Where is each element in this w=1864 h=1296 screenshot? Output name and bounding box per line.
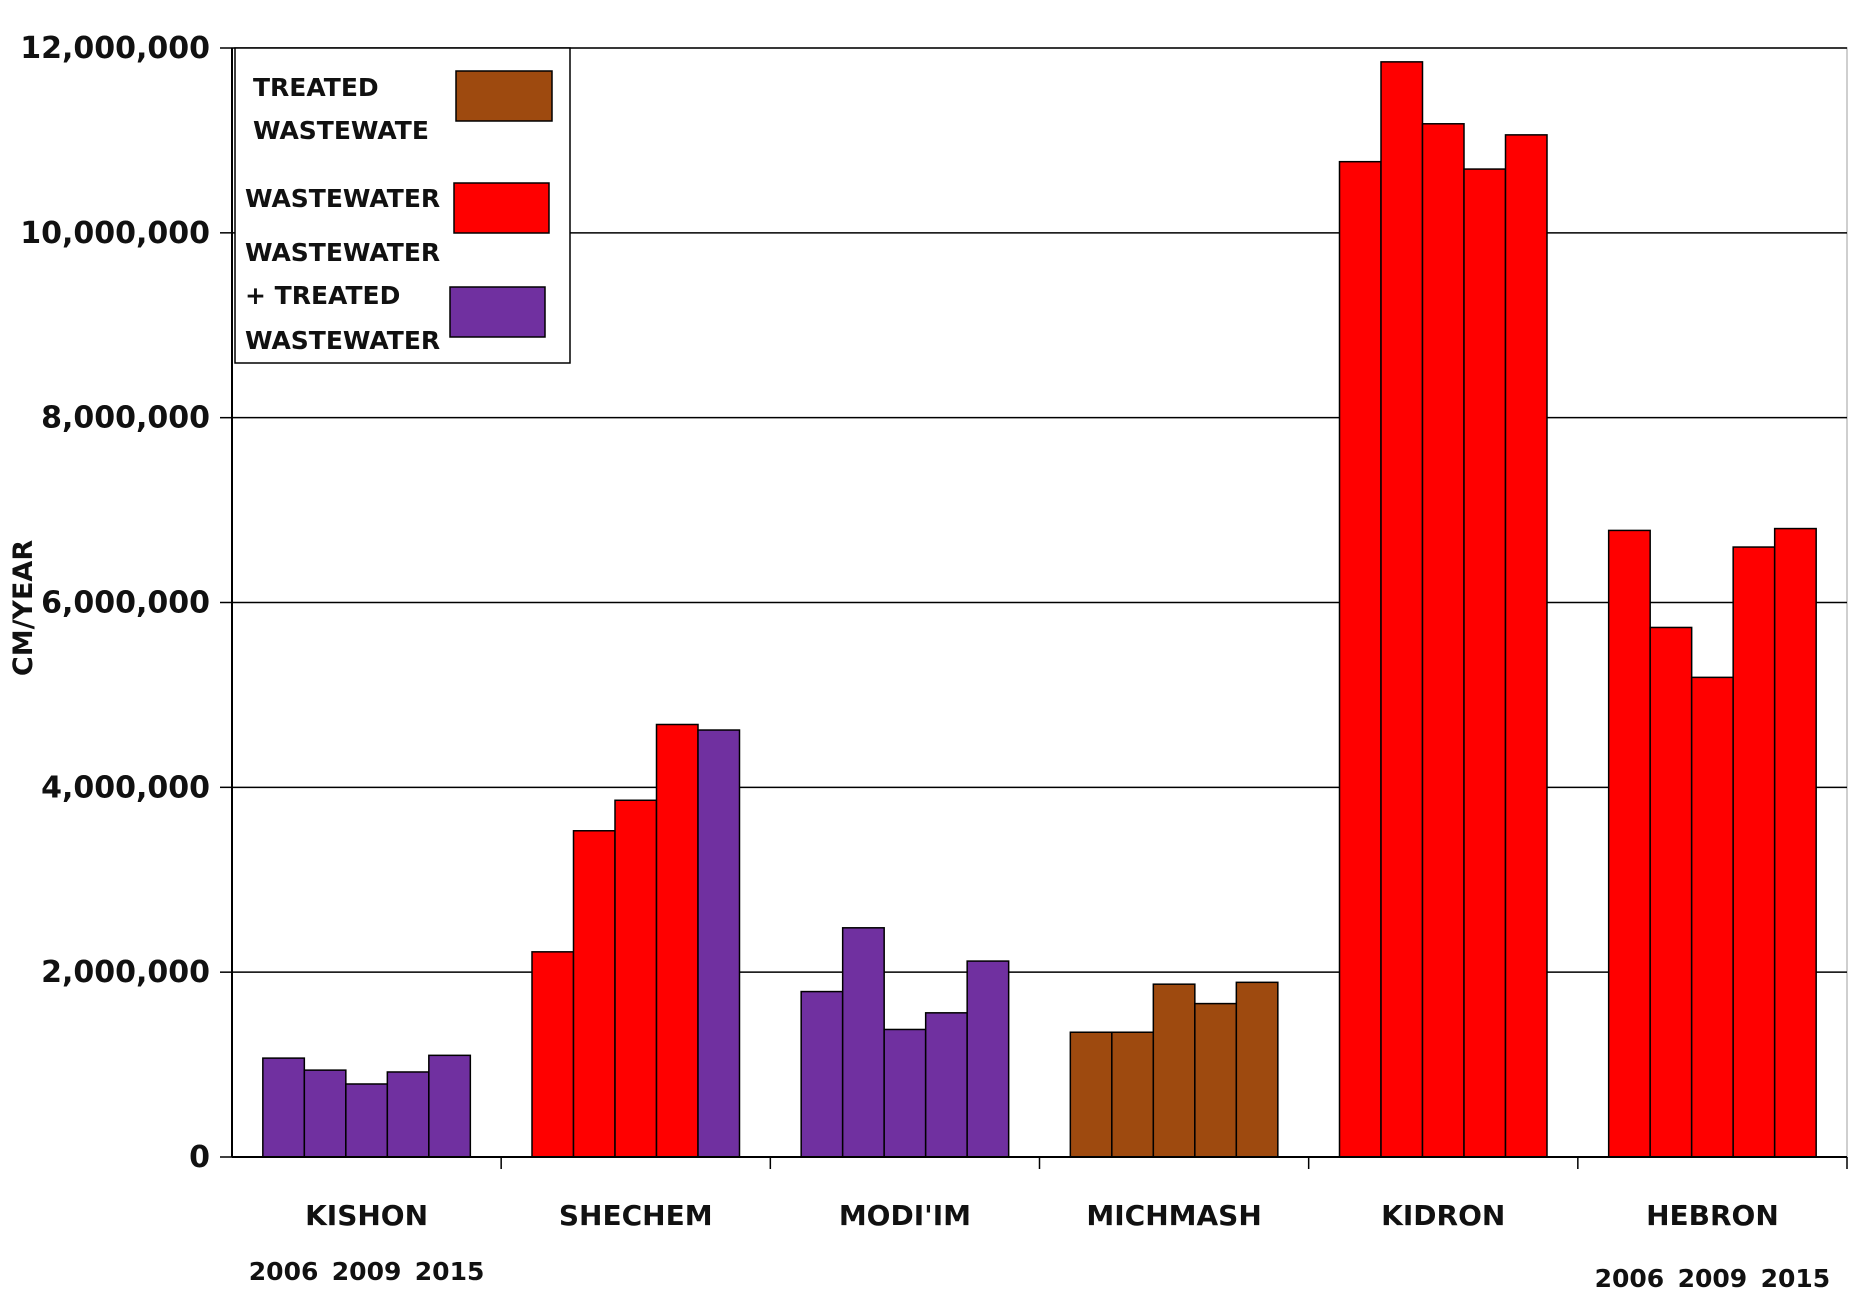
bar-kidron-3 <box>1421 123 1465 1158</box>
bar-kishon-2 <box>303 1069 347 1158</box>
legend-label: WASTEWATER <box>245 326 440 355</box>
category-label: KIDRON <box>1381 1199 1505 1232</box>
bar-kishon-5 <box>428 1054 472 1158</box>
bar-kishon-4 <box>386 1071 430 1158</box>
legend-swatch-wastewater <box>453 182 550 234</box>
bar-hebron-2 <box>1649 626 1693 1158</box>
category-label: SHECHEM <box>559 1199 713 1232</box>
bar-modiim-2 <box>841 927 885 1158</box>
bar-michmash-2 <box>1111 1031 1155 1158</box>
y-tick-label: 8,000,000 <box>41 401 210 436</box>
category-label: HEBRON <box>1646 1199 1779 1232</box>
y-tick-label: 10,000,000 <box>20 216 210 251</box>
year-label: 2015 <box>415 1257 485 1286</box>
bar-shechem-1 <box>531 951 575 1158</box>
year-label: 2015 <box>1761 1264 1831 1293</box>
year-label: 2006 <box>1595 1264 1665 1293</box>
bar-kidron-2 <box>1380 61 1424 1158</box>
legend-label: WASTEWATER <box>245 184 440 213</box>
legend: TREATED WASTEWATE WASTEWATER WASTEWATER + TR… <box>234 47 571 364</box>
legend-swatch-mixed <box>449 286 546 338</box>
bar-hebron-3 <box>1690 676 1734 1158</box>
bars <box>262 61 1817 1158</box>
axis-labels: 0 2,000,000 4,000,000 6,000,000 8,000,000 10,… <box>20 31 1830 1293</box>
bar-michmash-4 <box>1194 1002 1238 1158</box>
year-label: 2009 <box>332 1257 402 1286</box>
legend-label: WASTEWATER <box>245 238 440 267</box>
bar-modiim-1 <box>800 990 844 1158</box>
bar-michmash-3 <box>1152 983 1196 1158</box>
y-tick-label: 6,000,000 <box>41 586 210 621</box>
bar-modiim-4 <box>924 1012 968 1158</box>
legend-label: TREATED <box>253 73 379 102</box>
bar-hebron-5 <box>1773 527 1817 1158</box>
y-axis-label: CM/YEAR <box>8 540 39 676</box>
category-label: MODI'IM <box>839 1199 971 1232</box>
bar-shechem-2 <box>572 830 616 1158</box>
y-tick-label: 2,000,000 <box>41 955 210 990</box>
year-label: 2006 <box>249 1257 319 1286</box>
legend-swatch-treated <box>455 70 553 122</box>
bar-kishon-3 <box>345 1083 389 1158</box>
legend-label: + TREATED <box>245 281 400 310</box>
bar-kidron-1 <box>1338 160 1382 1158</box>
bar-shechem-4 <box>655 723 699 1158</box>
bar-kishon-1 <box>262 1057 306 1158</box>
bar-kidron-5 <box>1504 134 1548 1158</box>
y-tick-label: 0 <box>189 1140 210 1175</box>
bar-modiim-3 <box>883 1028 927 1158</box>
bar-hebron-4 <box>1732 546 1776 1158</box>
category-label: KISHON <box>305 1199 428 1232</box>
bar-michmash-5 <box>1235 981 1279 1158</box>
bar-shechem-5 <box>697 729 741 1158</box>
bar-hebron-1 <box>1607 529 1651 1158</box>
y-tick-label: 12,000,000 <box>20 31 210 66</box>
year-label: 2009 <box>1678 1264 1748 1293</box>
bar-modiim-5 <box>966 960 1010 1158</box>
axes <box>220 47 1848 1169</box>
category-label: MICHMASH <box>1086 1199 1261 1232</box>
bar-shechem-3 <box>614 799 658 1158</box>
y-tick-label: 4,000,000 <box>41 770 210 805</box>
bar-kidron-4 <box>1463 168 1507 1158</box>
bar-michmash-1 <box>1069 1031 1113 1158</box>
legend-label: WASTEWATE <box>253 116 429 145</box>
